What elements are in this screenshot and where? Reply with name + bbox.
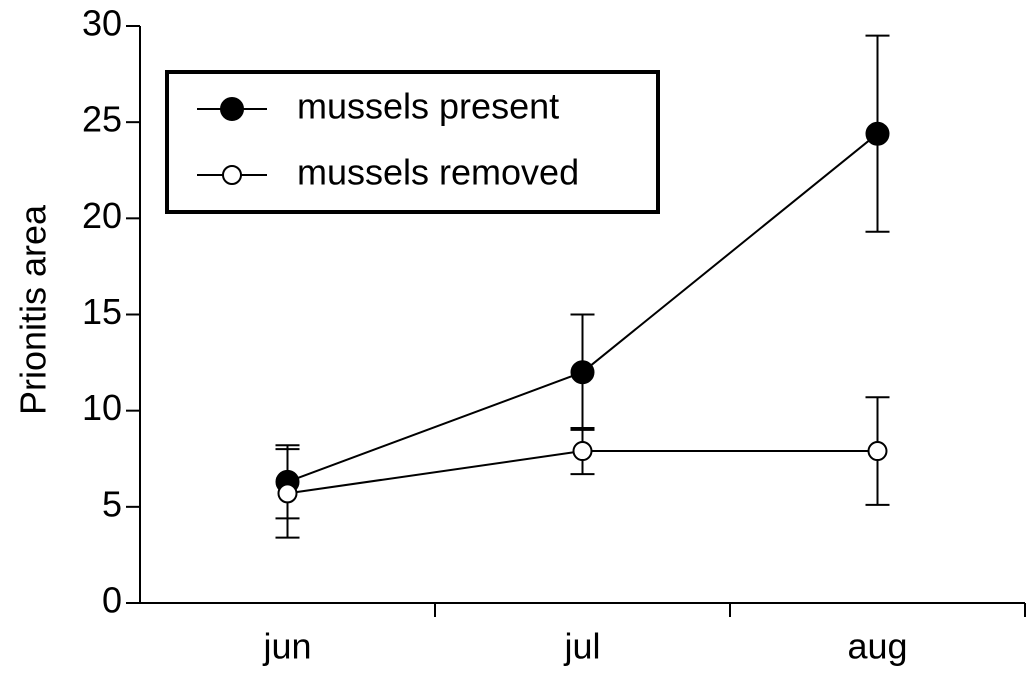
x-tick-label: jun (262, 626, 311, 667)
y-tick-label: 0 (102, 580, 122, 621)
marker (277, 483, 298, 504)
legend-marker (220, 97, 244, 121)
marker (572, 441, 593, 462)
x-tick-label: jul (563, 626, 600, 667)
marker (867, 441, 888, 462)
legend-label: mussels removed (297, 152, 579, 193)
y-tick-label: 15 (82, 291, 122, 332)
y-axis-label: Prionitis area (13, 204, 54, 415)
y-tick-label: 25 (82, 99, 122, 140)
legend-box (165, 70, 660, 214)
y-tick-label: 5 (102, 483, 122, 524)
marker (570, 360, 595, 385)
y-tick-label: 20 (82, 195, 122, 236)
x-tick-label: aug (847, 626, 907, 667)
y-tick-label: 30 (82, 3, 122, 44)
y-tick-label: 10 (82, 387, 122, 428)
marker (865, 121, 890, 146)
legend-label: mussels present (297, 86, 559, 127)
legend-marker (222, 165, 242, 185)
